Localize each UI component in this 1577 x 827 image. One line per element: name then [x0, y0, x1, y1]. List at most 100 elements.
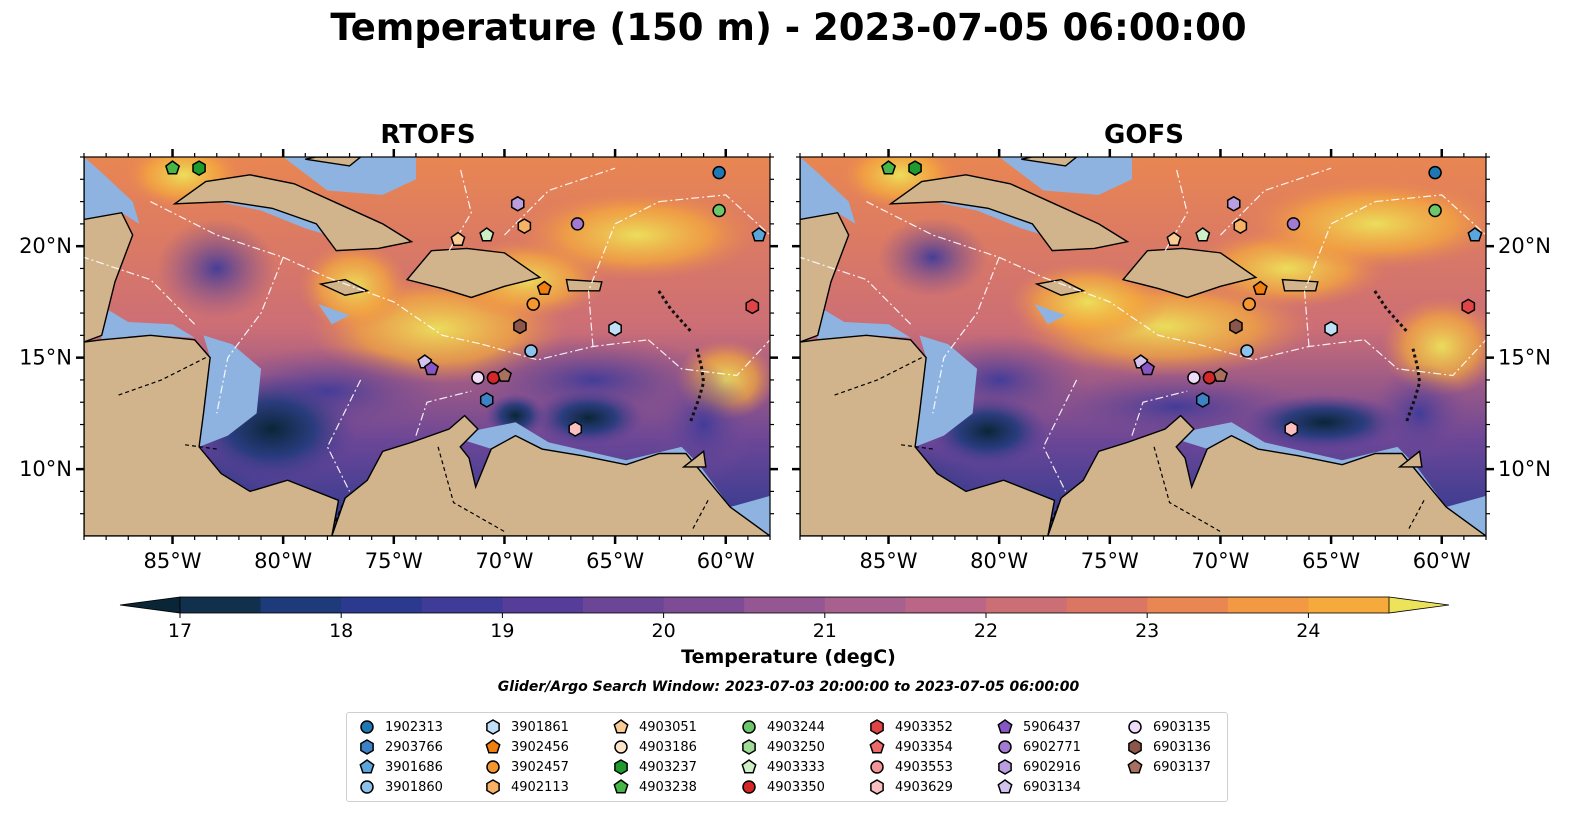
- legend-marker: [869, 739, 885, 754]
- land-yucatan: [84, 157, 134, 343]
- legend-item: 4903244: [741, 717, 825, 737]
- colorbar-tick-label: 18: [329, 620, 353, 640]
- legend-marker: [359, 759, 375, 774]
- legend-label: 4903250: [767, 739, 825, 755]
- legend-marker: [998, 759, 1012, 775]
- float-marker-3901861: [1324, 320, 1338, 337]
- legend-item: 6903135: [1127, 717, 1211, 737]
- float-marker-3902456: [536, 280, 552, 295]
- legend-label: 4903237: [639, 759, 697, 775]
- legend-marker: [486, 760, 500, 774]
- legend-marker: [485, 739, 501, 754]
- circle-marker-icon: [486, 760, 500, 774]
- legend-marker: [613, 719, 629, 734]
- legend-marker: [742, 739, 756, 755]
- legend-label: 4903629: [895, 779, 953, 795]
- colorbar-segment: [583, 597, 665, 613]
- lon-tick-label: 75°W: [365, 549, 423, 573]
- legend-marker: [613, 779, 629, 794]
- float-marker-3901861: [608, 320, 622, 337]
- legend-item: 4903350: [741, 777, 825, 797]
- colorbar-tick-label: 19: [490, 620, 514, 640]
- colorbar-tick-label: 22: [974, 620, 998, 640]
- lon-tick-label: 75°W: [1081, 549, 1139, 573]
- legend-item: 6902916: [997, 757, 1081, 777]
- colorbar-segment: [341, 597, 423, 613]
- land-trinidad: [1397, 449, 1423, 468]
- legend-item: 4902113: [485, 777, 569, 797]
- shelf-pedro: [1034, 304, 1066, 325]
- land-cuba: [888, 174, 1130, 252]
- legend-item: 3901860: [359, 777, 443, 797]
- colorbar-segment: [421, 597, 503, 613]
- legend-label: 6903135: [1153, 719, 1211, 735]
- legend-item: 6903134: [997, 777, 1081, 797]
- legend-item: 4903553: [869, 757, 953, 777]
- colorbar-segment: [905, 597, 987, 613]
- colorbar-segment: [986, 597, 1068, 613]
- map-panel-gofs: 85°W 80°W 75°W 70°W 65°W 60°W 20°N 15°N 10°N: [792, 149, 1551, 573]
- float-marker-3902456: [1252, 280, 1268, 295]
- legend-label: 1902313: [385, 719, 443, 735]
- lat-tick-label: 15°N: [19, 346, 72, 370]
- lon-tick-label: 70°W: [1191, 549, 1249, 573]
- legend-marker: [360, 720, 374, 734]
- legend-item: 4903051: [613, 717, 697, 737]
- circle-marker-icon: [870, 760, 884, 774]
- float-marker-1902313: [712, 165, 726, 180]
- colorbar-label: Temperature (degC): [681, 646, 896, 668]
- legend-marker: [870, 760, 884, 774]
- lon-tick-label: 80°W: [970, 549, 1028, 573]
- float-marker-6903137: [1212, 367, 1228, 382]
- legend-item: 3901686: [359, 757, 443, 777]
- legend-label: 4903244: [767, 719, 825, 735]
- float-marker-4903629: [568, 421, 583, 437]
- legend-item: 4903629: [869, 777, 953, 797]
- legend-marker: [998, 740, 1012, 754]
- land-cuba: [172, 174, 414, 252]
- hexagon-marker-icon: [486, 779, 500, 795]
- colorbar-segment: [744, 597, 826, 613]
- colorbar-tick-label: 24: [1296, 620, 1320, 640]
- hexagon-marker-icon: [360, 739, 374, 755]
- colorbar-segment: [824, 597, 906, 613]
- legend-label: 4902113: [511, 779, 569, 795]
- land-puertorico: [1281, 278, 1319, 292]
- float-marker-4903237: [908, 160, 922, 176]
- legend-marker: [870, 779, 884, 795]
- legend-marker: [1128, 739, 1142, 755]
- land-centralam: [800, 334, 1056, 536]
- legend-label: 4903350: [767, 779, 825, 795]
- legend-marker: [360, 780, 374, 794]
- legend-label: 4903238: [639, 779, 697, 795]
- shelf-mosquito: [199, 335, 262, 447]
- land-puertorico: [565, 278, 603, 292]
- float-marker-5906437: [1139, 360, 1155, 376]
- float-marker-3902457: [526, 297, 540, 311]
- lon-tick-label: 85°W: [860, 549, 918, 573]
- shelf-bahamas_bank: [283, 157, 416, 195]
- legend-marker: [1127, 759, 1143, 774]
- legend-label: 4903354: [895, 739, 953, 755]
- float-marker-4902113: [1233, 218, 1248, 234]
- figure-title: Temperature (150 m) - 2023-07-05 06:00:0…: [330, 6, 1247, 49]
- legend-marker: [614, 740, 628, 754]
- circle-marker-icon: [360, 720, 374, 734]
- float-marker-4903051: [1166, 231, 1182, 246]
- hexagon-marker-icon: [998, 759, 1012, 775]
- float-marker-2903766: [479, 392, 494, 408]
- colorbar-segment: [502, 597, 584, 613]
- shelf-yucatan_shelf: [84, 157, 140, 224]
- legend-marker: [742, 780, 756, 794]
- legend-item: 6902771: [997, 737, 1081, 757]
- legend-marker: [870, 719, 884, 735]
- pentagon-marker-icon: [613, 719, 629, 734]
- pentagon-marker-icon: [741, 759, 757, 774]
- circle-marker-icon: [360, 780, 374, 794]
- colorbar-tick-label: 20: [652, 620, 676, 640]
- legend-label: 4903553: [895, 759, 953, 775]
- panel-title-gofs: GOFS: [1104, 120, 1184, 150]
- float-marker-4903238: [881, 160, 897, 175]
- land-hispaniola: [405, 247, 542, 299]
- legend-item: 5906437: [997, 717, 1081, 737]
